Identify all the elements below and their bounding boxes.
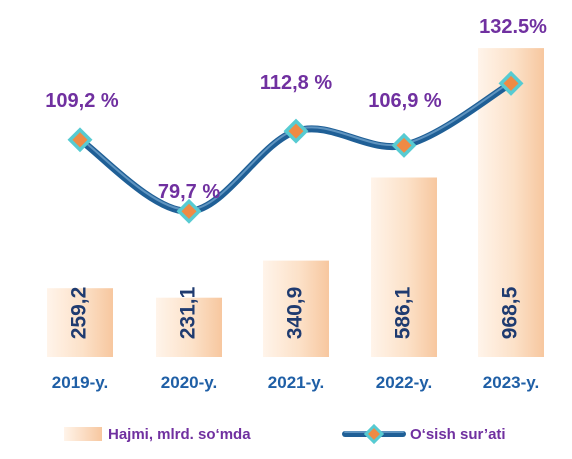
- bar-2020-y: [156, 297, 222, 357]
- growth-point-marker: [176, 198, 202, 224]
- legend: Hajmi, mlrd. so‘mda O‘sish sur’ati: [64, 423, 506, 445]
- growth-line-highlight: [79, 80, 512, 211]
- category-labels: 2019-y. 2020-y. 2021-y. 2022-y. 2023-y.: [52, 373, 539, 392]
- bar-value-label: 968,5: [499, 286, 522, 339]
- bar-2022-y: [371, 177, 437, 357]
- growth-point-marker: [498, 70, 524, 96]
- growth-point-marker: [67, 127, 93, 153]
- growth-line-layer: [76, 79, 515, 215]
- bar-2021-y: [263, 260, 329, 357]
- growth-percent-label: 79,7 %: [158, 181, 220, 203]
- category-label: 2019-y.: [52, 373, 108, 392]
- growth-percent-labels: 109,2 % 79,7 % 112,8 % 106,9 % 132.5%: [45, 16, 547, 203]
- bars-layer: [47, 48, 544, 357]
- category-label: 2021-y.: [268, 373, 324, 392]
- growth-point-marker: [391, 132, 417, 158]
- bar-value-label: 340,9: [284, 287, 307, 340]
- bar-value-label: 231,1: [177, 286, 200, 339]
- growth-percent-label: 132.5%: [479, 16, 547, 38]
- category-label: 2020-y.: [161, 373, 217, 392]
- growth-markers-layer: [67, 70, 524, 224]
- growth-percent-label: 109,2 %: [45, 90, 119, 112]
- category-label: 2023-y.: [483, 373, 539, 392]
- category-label: 2022-y.: [376, 373, 432, 392]
- growth-percent-label: 106,9 %: [368, 90, 442, 112]
- bar-2019-y: [47, 288, 113, 357]
- growth-point-marker: [283, 118, 309, 144]
- legend-line-label: O‘sish sur’ati: [410, 426, 506, 443]
- legend-line-marker: [363, 423, 385, 445]
- bar-value-label: 586,1: [392, 286, 415, 339]
- growth-percent-label: 112,8 %: [260, 72, 333, 94]
- legend-bar-swatch: [64, 427, 102, 441]
- legend-bar-label: Hajmi, mlrd. so‘mda: [108, 426, 251, 443]
- bar-value-label: 259,2: [68, 287, 91, 340]
- bar-value-labels: 259,2 231,1 340,9 586,1 968,5: [68, 286, 522, 339]
